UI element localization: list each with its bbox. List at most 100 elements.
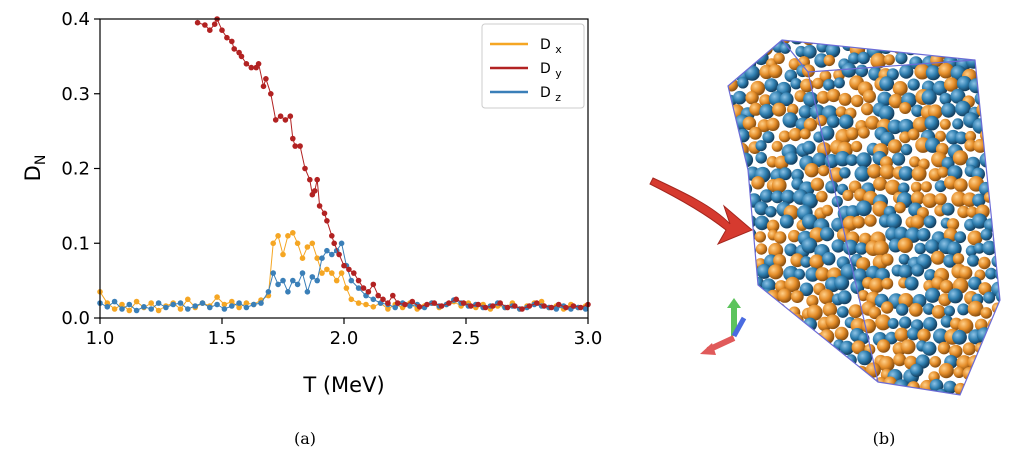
- particle-sphere: [946, 218, 960, 231]
- particle-sphere: [728, 245, 737, 258]
- particle-sphere: [925, 65, 941, 81]
- particle-sphere: [810, 381, 826, 395]
- particle-sphere: [953, 366, 965, 378]
- x-tick-label: 2.0: [330, 328, 359, 349]
- particle-sphere: [1001, 390, 1014, 403]
- data-point: [243, 300, 250, 306]
- particle-sphere: [952, 253, 965, 265]
- particle-sphere: [983, 141, 999, 157]
- particle-sphere: [864, 214, 877, 227]
- particle-sphere: [762, 354, 776, 367]
- particle-sphere: [759, 189, 774, 203]
- particle-sphere: [728, 377, 731, 393]
- particle-sphere: [892, 152, 906, 166]
- particle-sphere: [898, 264, 913, 279]
- particle-sphere: [736, 341, 749, 354]
- data-point: [133, 307, 140, 314]
- particle-sphere: [714, 56, 726, 68]
- particle-sphere: [893, 40, 908, 44]
- particle-sphere: [995, 117, 1000, 129]
- data-point: [329, 251, 335, 258]
- particle-sphere: [965, 130, 977, 142]
- particle-sphere: [910, 214, 925, 229]
- particle-sphere: [941, 202, 955, 216]
- particle-sphere: [779, 42, 791, 54]
- particle-sphere: [857, 350, 873, 366]
- particle-sphere: [728, 354, 741, 369]
- particle-sphere: [891, 391, 904, 395]
- data-point: [431, 300, 438, 306]
- particle-sphere: [898, 166, 914, 181]
- particle-sphere: [998, 340, 1000, 355]
- particle-sphere: [735, 243, 749, 257]
- particle-sphere: [956, 76, 973, 92]
- particle-sphere: [895, 52, 908, 65]
- particle-sphere: [777, 389, 793, 395]
- particle-sphere: [728, 189, 735, 204]
- particle-sphere: [988, 155, 1000, 167]
- particle-sphere: [882, 40, 896, 41]
- particle-sphere: [912, 116, 929, 133]
- particle-sphere: [728, 391, 734, 395]
- particle-sphere: [825, 43, 841, 58]
- data-point: [258, 300, 264, 306]
- data-point: [394, 300, 401, 306]
- x-axis-label: T (MeV): [302, 373, 384, 397]
- particle-sphere: [863, 392, 876, 395]
- data-point: [243, 304, 250, 311]
- particle-sphere: [964, 139, 977, 152]
- particle-sphere: [862, 89, 877, 103]
- particle-sphere: [820, 227, 835, 242]
- data-point: [294, 281, 301, 288]
- particle-sphere: [982, 40, 997, 42]
- data-point: [141, 304, 147, 310]
- data-point: [407, 303, 413, 309]
- data-point: [555, 301, 562, 308]
- particle-sphere: [802, 192, 818, 209]
- y-tick-label: 0.4: [61, 9, 90, 30]
- data-point: [355, 285, 362, 291]
- particle-sphere: [911, 104, 924, 118]
- data-point: [207, 304, 213, 311]
- particle-sphere: [742, 116, 757, 131]
- particle-sphere: [899, 393, 914, 395]
- data-point: [333, 277, 340, 284]
- data-point: [309, 240, 316, 247]
- particle-sphere: [773, 254, 787, 267]
- data-point: [348, 296, 355, 303]
- particle-sphere: [807, 362, 823, 378]
- data-point: [214, 301, 220, 308]
- data-point: [299, 255, 306, 261]
- particle-sphere: [965, 40, 977, 42]
- particle-sphere: [894, 201, 906, 214]
- particle-sphere: [796, 380, 811, 395]
- particle-sphere: [713, 182, 726, 195]
- particle-sphere: [821, 40, 838, 43]
- particle-sphere: [974, 91, 989, 106]
- particle-sphere: [865, 115, 880, 130]
- particle-sphere: [802, 140, 816, 155]
- data-point: [236, 304, 242, 311]
- data-point: [148, 306, 154, 312]
- particle-sphere: [842, 189, 854, 201]
- data-point: [260, 83, 267, 90]
- particle-sphere: [878, 105, 895, 122]
- particle-sphere: [961, 393, 978, 395]
- particle-sphere: [740, 40, 755, 44]
- particle-sphere: [991, 81, 1000, 96]
- particle-sphere: [728, 155, 733, 170]
- particle-sphere: [803, 343, 819, 359]
- particle-sphere: [763, 381, 779, 395]
- particle-sphere: [728, 64, 734, 80]
- data-point: [324, 266, 330, 273]
- particle-sphere: [995, 289, 1000, 304]
- particle-sphere: [753, 40, 767, 41]
- particle-sphere: [917, 228, 931, 242]
- data-point: [250, 301, 257, 308]
- pointer-arrow-icon: [649, 177, 753, 246]
- data-point: [199, 300, 206, 306]
- data-point: [119, 301, 125, 308]
- data-point: [390, 292, 396, 299]
- data-point: [272, 117, 279, 123]
- x-tick-label: 2.5: [452, 328, 481, 349]
